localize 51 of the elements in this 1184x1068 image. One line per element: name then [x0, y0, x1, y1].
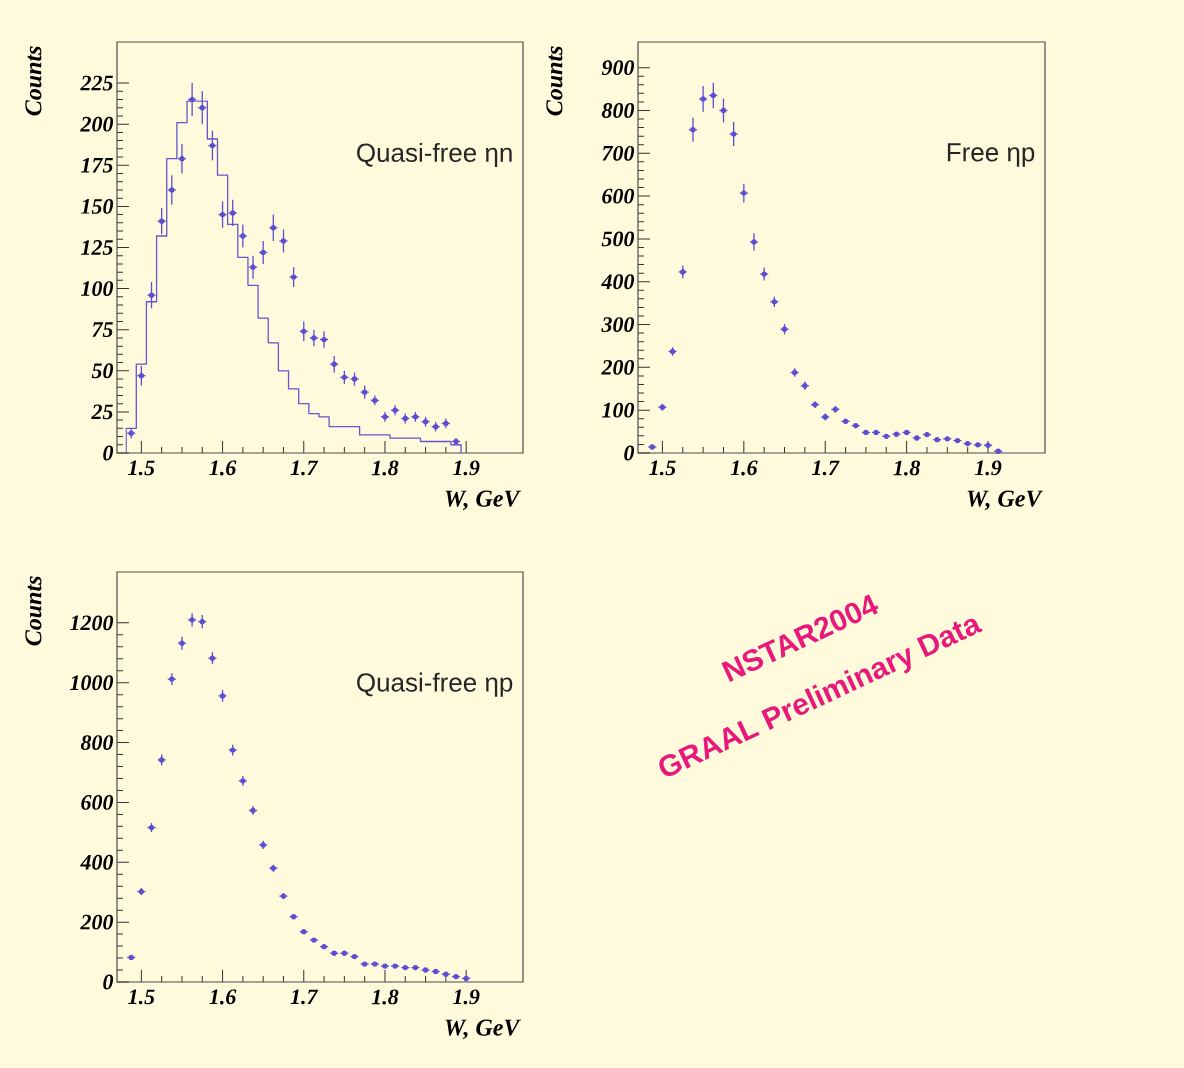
x-tick-label: 1.7 — [290, 989, 319, 1005]
y-tick-label: 125 — [80, 240, 113, 255]
y-axis-title: Counts — [25, 46, 42, 116]
y-tick-label: 150 — [80, 198, 114, 214]
y-tick-label: 225 — [80, 75, 113, 91]
y-tick-label: 400 — [601, 274, 635, 290]
x-tick-label: 1.5 — [128, 989, 155, 1005]
y-tick-label: 500 — [601, 231, 635, 247]
x-tick-label: 1.5 — [649, 460, 676, 476]
y-tick-label: 50 — [91, 363, 114, 379]
y-tick-label: 0 — [624, 445, 635, 461]
x-tick-label: 1.6 — [209, 460, 237, 476]
y-tick-label: 1200 — [69, 615, 114, 631]
y-tick-label: 175 — [80, 157, 113, 173]
annotation: Free ηp — [947, 143, 1035, 167]
y-tick-label: 400 — [80, 854, 114, 870]
y-tick-label: 600 — [81, 795, 114, 810]
y-tick-label: 0 — [103, 445, 114, 461]
x-tick-label: 1.9 — [974, 460, 1002, 476]
y-tick-label: 200 — [601, 359, 635, 375]
annotation: Quasi-free ηn — [357, 142, 512, 168]
y-tick-label: 1000 — [69, 675, 114, 691]
x-tick-label: 1.6 — [209, 989, 237, 1005]
x-axis-title: W, GeV — [445, 490, 522, 511]
y-tick-label: 800 — [80, 735, 114, 750]
y-tick-label: 100 — [601, 402, 635, 418]
x-tick-label: 1.8 — [371, 460, 399, 476]
y-tick-label: 600 — [602, 188, 635, 204]
x-tick-label: 1.8 — [893, 460, 921, 476]
x-tick-label: 1.9 — [452, 989, 480, 1005]
y-tick-label: 75 — [92, 322, 113, 337]
y-tick-label: 900 — [601, 60, 635, 76]
y-tick-label: 200 — [80, 116, 114, 132]
y-axis-title: Counts — [546, 46, 563, 116]
y-tick-label: 200 — [80, 914, 114, 930]
x-tick-label: 1.6 — [730, 460, 758, 476]
y-tick-label: 700 — [602, 145, 635, 161]
x-tick-label: 1.7 — [290, 460, 319, 476]
y-tick-label: 0 — [103, 974, 114, 990]
annotation: Quasi-free ηp — [357, 672, 513, 697]
x-tick-label: 1.7 — [811, 460, 840, 476]
x-tick-label: 1.9 — [452, 460, 480, 476]
x-tick-label: 1.5 — [128, 460, 155, 476]
y-tick-label: 800 — [601, 103, 635, 118]
y-tick-label: 300 — [601, 317, 635, 332]
y-axis-title: Counts — [25, 576, 42, 646]
x-axis-title: W, GeV — [445, 1019, 522, 1040]
y-tick-label: 25 — [91, 404, 113, 420]
x-tick-label: 1.8 — [371, 989, 399, 1005]
x-axis-title: W, GeV — [967, 490, 1044, 511]
y-tick-label: 100 — [80, 281, 114, 297]
